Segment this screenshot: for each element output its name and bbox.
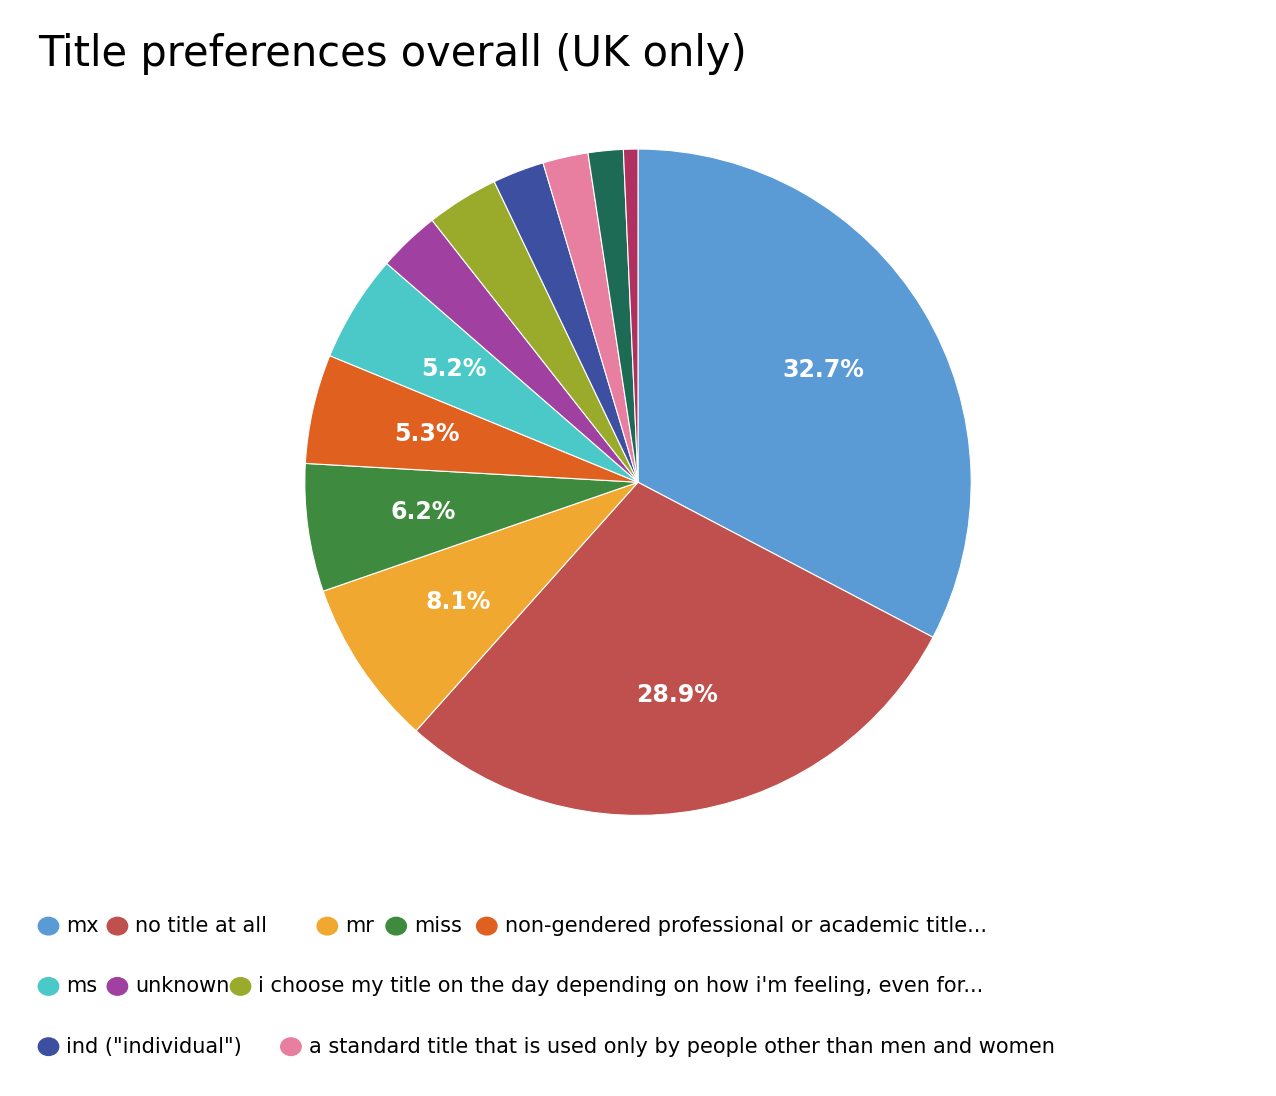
- Wedge shape: [329, 263, 638, 482]
- Wedge shape: [624, 149, 638, 482]
- Wedge shape: [323, 482, 638, 731]
- Wedge shape: [305, 464, 638, 591]
- Text: a standard title that is used only by people other than men and women: a standard title that is used only by pe…: [309, 1037, 1055, 1057]
- Text: ms: ms: [66, 977, 97, 996]
- Text: Title preferences overall (UK only): Title preferences overall (UK only): [38, 33, 746, 75]
- Text: unknown: unknown: [135, 977, 230, 996]
- Text: 6.2%: 6.2%: [390, 500, 457, 524]
- Wedge shape: [387, 220, 638, 482]
- Text: miss: miss: [413, 916, 462, 936]
- Wedge shape: [588, 149, 638, 482]
- Wedge shape: [416, 482, 933, 815]
- Text: mx: mx: [66, 916, 100, 936]
- Text: 5.2%: 5.2%: [421, 356, 486, 380]
- Text: 32.7%: 32.7%: [782, 358, 864, 383]
- Text: i choose my title on the day depending on how i'm feeling, even for...: i choose my title on the day depending o…: [258, 977, 984, 996]
- Text: 8.1%: 8.1%: [425, 591, 490, 614]
- Text: mr: mr: [345, 916, 374, 936]
- Text: non-gendered professional or academic title...: non-gendered professional or academic ti…: [505, 916, 986, 936]
- Wedge shape: [544, 152, 638, 482]
- Text: no title at all: no title at all: [135, 916, 267, 936]
- Text: 5.3%: 5.3%: [394, 422, 459, 446]
- Wedge shape: [305, 356, 638, 482]
- Text: 28.9%: 28.9%: [635, 683, 717, 707]
- Wedge shape: [638, 149, 971, 637]
- Wedge shape: [433, 182, 638, 482]
- Text: ind ("individual"): ind ("individual"): [66, 1037, 242, 1057]
- Wedge shape: [494, 163, 638, 482]
